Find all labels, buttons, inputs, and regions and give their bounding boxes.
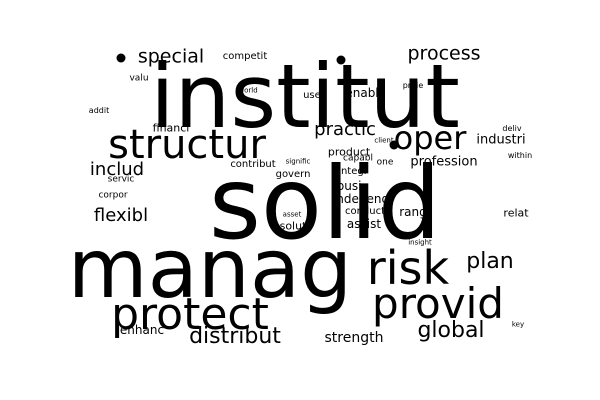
- cloud-word: financi: [152, 121, 190, 135]
- cloud-word: solut: [279, 219, 307, 233]
- cloud-word: independ: [332, 192, 390, 206]
- cloud-word: integr: [338, 166, 368, 177]
- cloud-word: valu: [129, 73, 149, 84]
- cloud-word: govern: [275, 169, 311, 180]
- cloud-word: enhanc: [119, 323, 165, 337]
- cloud-word: plan: [466, 249, 514, 274]
- cloud-word: conduct: [344, 206, 386, 217]
- cloud-word: assist: [346, 217, 382, 231]
- cloud-word: rang: [399, 205, 427, 219]
- dot-mark: [389, 140, 399, 150]
- cloud-word: insight: [408, 238, 432, 247]
- cloud-word: includ: [89, 159, 145, 180]
- cloud-word: risk: [366, 241, 450, 295]
- dot-mark: [116, 53, 126, 63]
- cloud-word: profession: [410, 154, 478, 170]
- cloud-word: pride: [402, 81, 424, 90]
- cloud-word: oper: [393, 119, 467, 157]
- cloud-word: key: [511, 320, 525, 329]
- cloud-word: manag: [67, 222, 353, 317]
- cloud-word: institut: [150, 45, 460, 148]
- cloud-word: capabl: [343, 153, 373, 164]
- cloud-word: world: [238, 86, 258, 95]
- cloud-word: user: [303, 90, 325, 101]
- cloud-word: strength: [324, 330, 384, 346]
- cloud-word: protect: [111, 289, 269, 340]
- cloud-word: flexibl: [93, 205, 149, 226]
- cloud-word: special: [137, 45, 205, 68]
- cloud-word: signific: [285, 157, 311, 166]
- cloud-word: industri: [476, 132, 526, 148]
- cloud-word: corpor: [98, 190, 128, 201]
- cloud-word: solid: [208, 145, 442, 262]
- cloud-word: within: [507, 151, 533, 160]
- cloud-word: contribut: [230, 159, 276, 170]
- cloud-word: structur: [108, 122, 266, 168]
- cloud-word: global: [417, 318, 485, 343]
- cloud-word: product: [327, 145, 371, 159]
- cloud-word: busi: [336, 179, 362, 193]
- cloud-word: asset: [282, 210, 302, 219]
- cloud-word: relat: [503, 206, 529, 220]
- dot-mark: [336, 55, 346, 65]
- cloud-word: addit: [88, 106, 110, 115]
- cloud-word: provid: [372, 279, 504, 328]
- cloud-word: competit: [222, 51, 268, 62]
- cloud-word: distribut: [189, 324, 281, 349]
- cloud-word: practic: [314, 119, 376, 140]
- cloud-word: one: [376, 157, 394, 168]
- cloud-word: enabl: [345, 86, 379, 100]
- cloud-word: client: [374, 136, 394, 145]
- cloud-word: servic: [107, 174, 135, 185]
- cloud-word: process: [407, 42, 481, 65]
- cloud-word: deliv: [502, 124, 522, 133]
